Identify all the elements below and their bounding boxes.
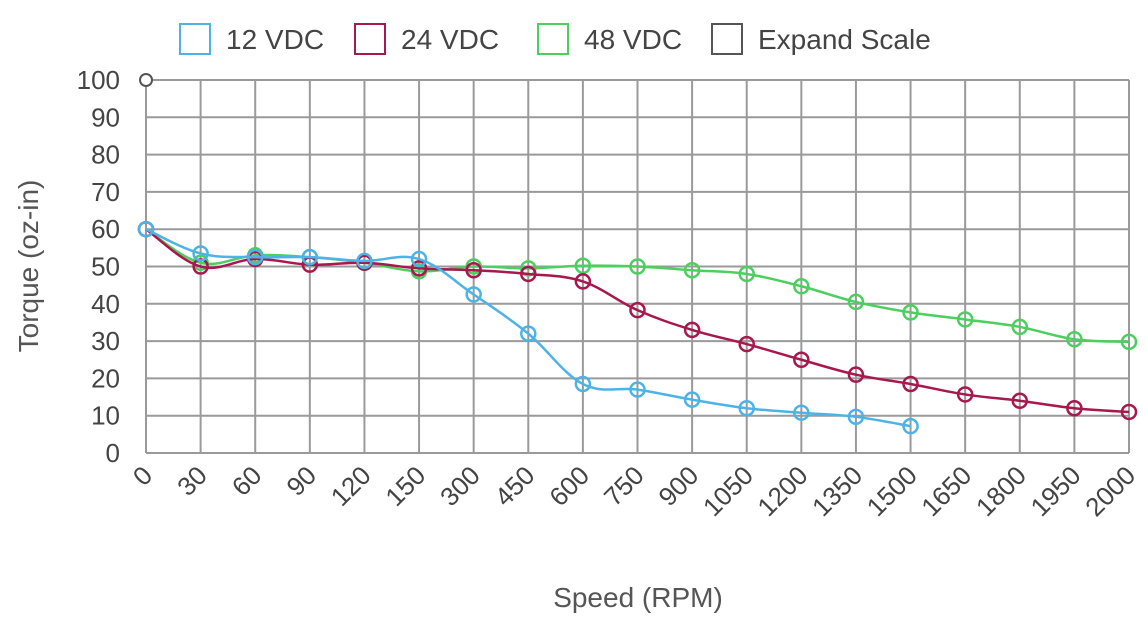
y-tick-label: 50 [91,252,120,282]
x-tick-label: 30 [171,460,213,502]
data-point [465,261,482,279]
legend-label: 24 VDC [401,24,499,55]
x-tick-label: 900 [652,460,704,512]
x-tick-label: 1050 [697,460,759,522]
x-tick-label: 1950 [1025,460,1087,522]
data-point [629,381,646,398]
x-tick-label: 1800 [970,460,1032,522]
legend-swatch[interactable] [179,23,211,55]
data-point [902,417,919,435]
x-tick-label: 120 [325,460,377,512]
data-point [574,257,592,275]
data-point [793,351,810,368]
series-12-vdc [137,220,919,435]
data-point [1120,333,1138,351]
data-point [683,391,701,408]
data-point [1120,403,1138,421]
series-line [145,228,911,428]
data-point [793,404,810,421]
data-point [847,366,865,383]
data-point [847,408,865,426]
legend-item[interactable]: 48 VDC [537,23,682,55]
y-tick-label: 80 [91,140,120,170]
chart-series [137,220,1138,435]
y-tick-label: 60 [91,214,120,244]
x-tick-label: 90 [280,460,322,502]
data-point [683,321,701,339]
data-point [738,265,755,283]
y-tick-label: 100 [77,65,120,95]
data-point [520,260,537,277]
data-point [1066,399,1083,417]
y-tick-label: 20 [91,363,120,393]
data-point [574,375,592,393]
y-tick-label: 30 [91,326,120,356]
x-tick-label: 2000 [1079,460,1141,522]
legend-label: 48 VDC [584,24,682,55]
legend-label: Expand Scale [758,24,931,55]
data-point [1011,392,1029,410]
legend-item[interactable]: Expand Scale [711,23,931,55]
data-point [246,248,264,266]
data-point [301,248,319,266]
data-point [192,245,209,262]
legend-item[interactable]: 24 VDC [354,23,499,55]
axis-end-marker [139,73,153,87]
legend: 12 VDC 24 VDC 48 VDC Expand Scale [179,23,931,55]
legend-swatch[interactable] [711,23,743,55]
data-point [738,335,755,353]
legend-swatch[interactable] [537,23,569,55]
y-tick-label: 0 [106,438,120,468]
x-tick-label: 1200 [751,460,813,522]
y-tick-label: 10 [91,401,120,431]
x-tick-label: 600 [543,460,595,512]
data-point [520,325,537,342]
data-point [738,399,755,417]
data-point [902,304,919,321]
legend-swatch[interactable] [354,23,386,55]
y-tick-label: 90 [91,102,120,132]
legend-item[interactable]: 12 VDC [179,23,324,55]
data-point [465,286,482,303]
y-tick-label: 70 [91,177,120,207]
x-tick-label: 1350 [806,460,868,522]
data-point [629,301,646,319]
data-point [793,278,810,295]
x-tick-label: 1650 [915,460,977,522]
x-tick-label: 450 [489,460,541,512]
data-point [356,252,373,270]
data-point [1011,318,1029,336]
data-point [574,273,592,290]
data-point [520,265,537,283]
data-point [683,261,701,279]
data-point [902,375,919,393]
data-point [410,260,428,277]
y-axis-title: Torque (oz-in) [13,180,44,353]
x-tick-label: 300 [434,460,486,512]
data-point [1066,330,1083,348]
data-point [956,311,974,328]
y-tick-label: 40 [91,289,120,319]
data-point [956,386,974,403]
data-point [137,220,155,238]
x-tick-label: 750 [598,460,650,512]
x-axis-title: Speed (RPM) [553,582,723,613]
x-tick-label: 60 [226,460,268,502]
y-axis-ticks: 0 10 20 30 40 50 60 70 80 90 100 [77,65,153,468]
legend-label: 12 VDC [226,24,324,55]
data-point [847,293,865,311]
x-tick-label: 1500 [861,460,923,522]
data-point [629,258,646,275]
data-point [410,250,428,268]
x-tick-label: 150 [379,460,431,512]
x-tick-label: 0 [127,460,158,491]
x-axis-ticks: 0 30 60 90 120 150 300 450 600 750 900105012001350… [127,460,1141,522]
